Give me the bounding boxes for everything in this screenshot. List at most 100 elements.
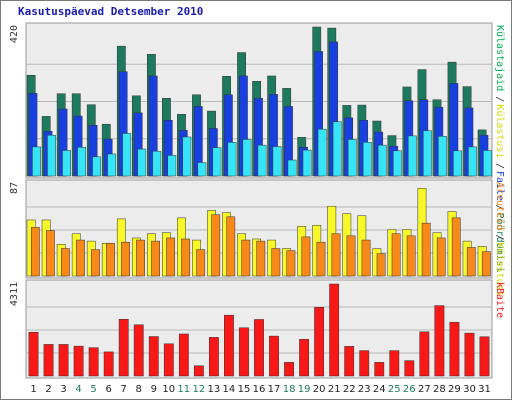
bar-kbaite-day-6 bbox=[103, 351, 114, 377]
legend-separator: / bbox=[494, 234, 505, 240]
bar-arvuteid-day-10 bbox=[166, 237, 176, 277]
bar-külastajaid-day-7 bbox=[122, 133, 132, 177]
bar-arvuteid-day-26 bbox=[406, 235, 416, 277]
y-max-label: 87 bbox=[9, 182, 20, 194]
bar-arvuteid-day-5 bbox=[91, 249, 100, 277]
x-tick-label: 8 bbox=[136, 384, 142, 395]
bar-arvuteid-day-29 bbox=[451, 217, 461, 277]
bar-arvuteid-day-18 bbox=[286, 250, 296, 277]
bar-arvuteid-day-17 bbox=[271, 248, 281, 277]
bar-külastajaid-day-1 bbox=[32, 146, 41, 177]
bar-kbaite-day-16 bbox=[254, 319, 264, 377]
bar-kbaite-day-20 bbox=[314, 307, 325, 377]
bar-külastajaid-day-30 bbox=[468, 146, 477, 177]
bar-arvuteid-day-13 bbox=[211, 214, 221, 277]
panel-1: 420 Külastajaid/Külastusi/Faile/Pöördumis… bbox=[9, 22, 505, 273]
x-tick-label: 22 bbox=[343, 384, 356, 395]
bar-arvuteid-day-11 bbox=[181, 238, 191, 277]
panel-3: 4311 kBaite bbox=[9, 279, 505, 379]
bar-külastajaid-day-19 bbox=[302, 149, 312, 177]
bar-kbaite-day-21 bbox=[329, 283, 340, 377]
bar-külastajaid-day-27 bbox=[423, 130, 432, 177]
x-tick-label: 5 bbox=[90, 384, 96, 395]
bar-arvuteid-day-19 bbox=[301, 236, 311, 277]
bar-kbaite-day-24 bbox=[374, 362, 385, 377]
bar-arvuteid-day-3 bbox=[61, 248, 70, 277]
bar-külastajaid-day-12 bbox=[197, 162, 207, 177]
legend-separator: / bbox=[494, 96, 505, 102]
x-tick-label: 30 bbox=[463, 384, 476, 395]
x-tick-label: 2 bbox=[45, 384, 51, 395]
x-tick-label: 29 bbox=[448, 384, 461, 395]
bar-kbaite-day-23 bbox=[359, 350, 370, 377]
bar-kbaite-day-5 bbox=[88, 347, 99, 377]
x-tick-label: 18 bbox=[283, 384, 296, 395]
bar-külastajaid-day-10 bbox=[167, 155, 177, 177]
bar-kbaite-day-25 bbox=[389, 350, 400, 377]
legend-label: Külastajaid bbox=[494, 25, 505, 91]
x-tick-label: 13 bbox=[208, 384, 221, 395]
x-tick-label: 28 bbox=[433, 384, 446, 395]
bar-külastajaid-day-18 bbox=[287, 159, 297, 177]
bar-külastajaid-day-6 bbox=[107, 153, 117, 177]
bar-arvuteid-day-14 bbox=[226, 216, 236, 277]
x-tick-label: 7 bbox=[121, 384, 127, 395]
bar-külastajaid-day-13 bbox=[212, 147, 222, 177]
bar-kbaite-day-7 bbox=[118, 318, 129, 377]
bar-külastajaid-day-8 bbox=[137, 148, 147, 177]
y-max-label: 420 bbox=[9, 25, 20, 43]
x-tick-label: 6 bbox=[106, 384, 112, 395]
legend-label: Arvuteid bbox=[494, 182, 505, 230]
bar-arvuteid-day-27 bbox=[421, 222, 431, 277]
x-tick-label: 12 bbox=[193, 384, 206, 395]
x-tick-label: 19 bbox=[298, 384, 311, 395]
bar-külastajaid-day-25 bbox=[392, 150, 402, 177]
legend-separator: / bbox=[494, 205, 505, 211]
bar-külastajaid-day-9 bbox=[152, 150, 162, 177]
legend-label: kBaite bbox=[494, 282, 505, 318]
bar-kbaite-day-8 bbox=[133, 324, 144, 377]
bar-külastajaid-day-20 bbox=[317, 128, 327, 177]
bar-arvuteid-day-15 bbox=[241, 239, 251, 277]
bar-kbaite-day-15 bbox=[239, 327, 249, 377]
bar-külastajaid-day-3 bbox=[62, 150, 71, 177]
legend-label: Pöördumisi bbox=[494, 213, 505, 273]
bar-külastajaid-day-4 bbox=[77, 147, 87, 177]
bar-külastajaid-day-5 bbox=[92, 156, 102, 177]
bar-kbaite-day-22 bbox=[344, 346, 355, 377]
bar-külastajaid-day-24 bbox=[377, 144, 387, 177]
bar-arvuteid-day-20 bbox=[316, 241, 326, 277]
legend-label: Faile bbox=[494, 171, 505, 201]
bar-külastajaid-day-17 bbox=[272, 146, 282, 177]
x-tick-label: 25 bbox=[388, 384, 401, 395]
panel-2: 87 Arvuteid/Külastusi bbox=[9, 179, 505, 297]
bar-kbaite-day-3 bbox=[58, 344, 69, 377]
bar-arvuteid-day-9 bbox=[151, 240, 160, 277]
bar-kbaite-day-10 bbox=[163, 343, 174, 377]
bar-kbaite-day-1 bbox=[28, 332, 39, 377]
bar-arvuteid-day-8 bbox=[136, 239, 145, 277]
y-max-label: 4311 bbox=[9, 282, 20, 306]
x-tick-label: 23 bbox=[358, 384, 371, 395]
legend-label: Külastusi bbox=[494, 104, 505, 158]
bar-kbaite-day-2 bbox=[43, 344, 54, 377]
panel-legend: Arvuteid/Külastusi bbox=[494, 182, 505, 297]
bar-arvuteid-day-25 bbox=[391, 233, 401, 277]
bar-kbaite-day-29 bbox=[449, 321, 460, 377]
bar-arvuteid-day-12 bbox=[196, 249, 206, 277]
bar-külastajaid-day-26 bbox=[407, 135, 417, 177]
legend-separator: / bbox=[494, 163, 505, 169]
x-tick-label: 21 bbox=[328, 384, 341, 395]
bar-arvuteid-day-24 bbox=[376, 253, 386, 277]
x-tick-label: 10 bbox=[162, 384, 175, 395]
x-tick-label: 16 bbox=[253, 384, 266, 395]
panel-legend: Külastajaid/Külastusi/Faile/Pöördumisi bbox=[494, 25, 505, 273]
bar-kbaite-day-9 bbox=[148, 336, 159, 377]
x-tick-label: 31 bbox=[478, 384, 491, 395]
x-tick-label: 11 bbox=[177, 384, 190, 395]
x-tick-label: 4 bbox=[75, 384, 81, 395]
bar-arvuteid-day-31 bbox=[481, 251, 491, 277]
bar-külastajaid-day-15 bbox=[242, 139, 252, 177]
bar-külastajaid-day-29 bbox=[453, 150, 462, 177]
chart-title: Kasutuspäevad Detsember 2010 bbox=[18, 5, 203, 18]
